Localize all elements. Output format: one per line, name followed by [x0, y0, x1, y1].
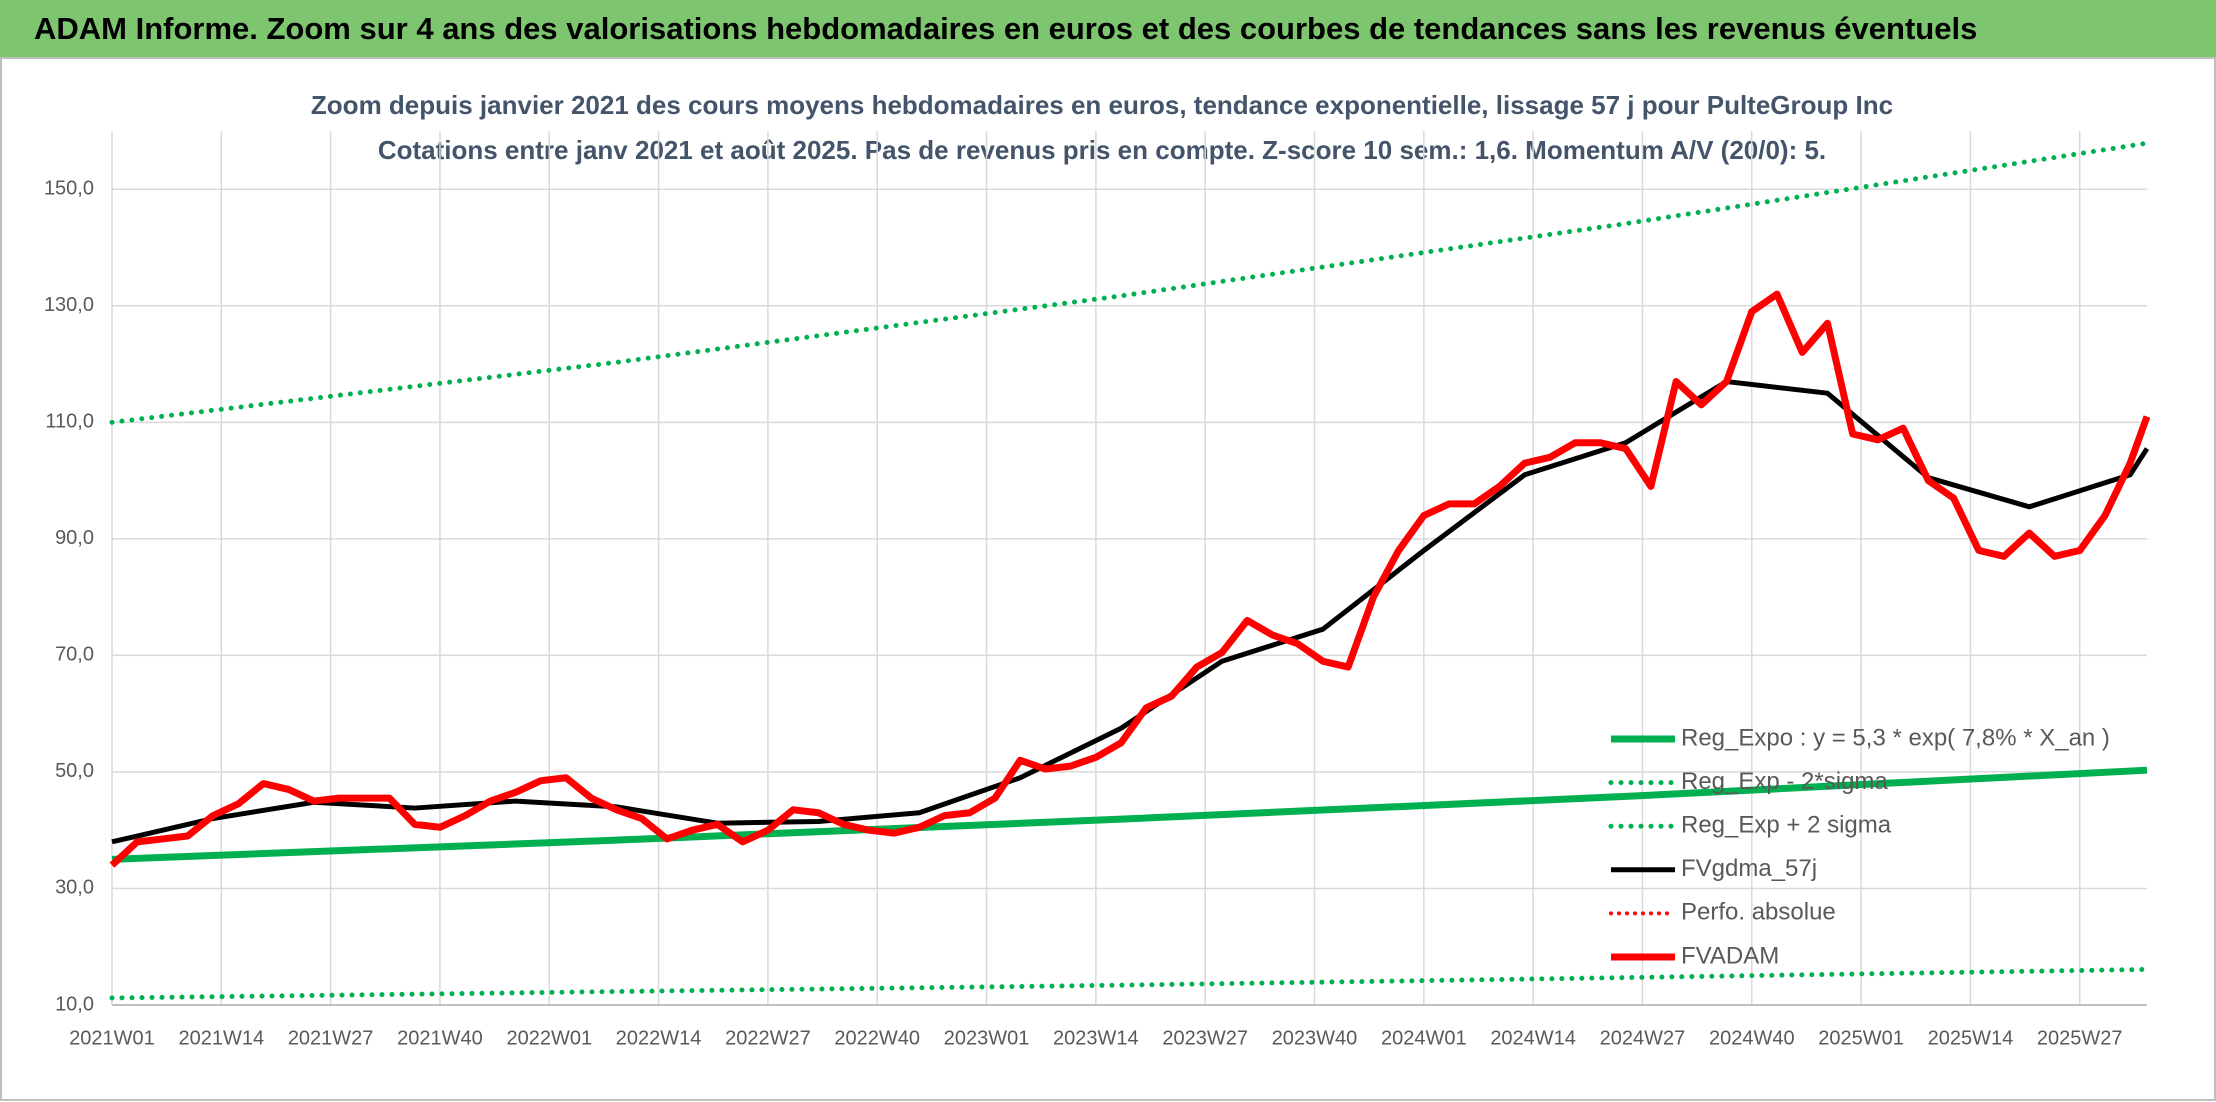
- y-tick-label: 50,0: [55, 760, 94, 782]
- header-bar: [0, 0, 2216, 58]
- series-line: [109, 966, 2150, 1001]
- y-tick-label: 30,0: [55, 877, 94, 899]
- legend-label: FVADAM: [1681, 942, 1779, 969]
- series-line: [111, 766, 2148, 863]
- x-tick-label: 2022W01: [506, 1027, 592, 1049]
- x-tick-label: 2021W01: [69, 1027, 155, 1049]
- x-tick-label: 2021W27: [288, 1027, 374, 1049]
- x-tick-label: 2021W14: [179, 1027, 265, 1049]
- x-tick-label: 2021W40: [397, 1027, 483, 1049]
- x-tick-label: 2024W14: [1490, 1027, 1576, 1049]
- y-tick-label: 130,0: [44, 294, 94, 316]
- x-tick-label: 2022W40: [834, 1027, 920, 1049]
- x-tick-label: 2025W27: [2037, 1027, 2123, 1049]
- chart-frame: [0, 57, 2216, 1101]
- legend-label: Reg_Expo : y = 5,3 * exp( 7,8% * X_an ): [1681, 724, 2110, 751]
- legend-label: Reg_Exp - 2*sigma: [1681, 768, 1888, 795]
- x-tick-label: 2022W27: [725, 1027, 811, 1049]
- legend-label: FVgdma_57j: [1681, 855, 1817, 882]
- x-tick-label: 2023W14: [1053, 1027, 1139, 1049]
- x-tick-label: 2025W01: [1818, 1027, 1904, 1049]
- x-tick-label: 2023W40: [1272, 1027, 1358, 1049]
- y-tick-label: 110,0: [45, 411, 94, 433]
- legend-label: Reg_Exp + 2 sigma: [1681, 812, 1892, 839]
- header-title: ADAM Informe. Zoom sur 4 ans des valoris…: [34, 11, 1977, 46]
- x-tick-label: 2024W01: [1381, 1027, 1467, 1049]
- x-tick-label: 2022W14: [616, 1027, 702, 1049]
- series-line: [109, 140, 2150, 425]
- y-tick-label: 150,0: [44, 178, 94, 200]
- y-tick-label: 10,0: [55, 993, 94, 1015]
- x-tick-label: 2024W27: [1600, 1027, 1686, 1049]
- x-tick-label: 2023W27: [1162, 1027, 1248, 1049]
- x-tick-label: 2024W40: [1709, 1027, 1795, 1049]
- y-tick-label: 90,0: [55, 527, 94, 549]
- series-line: [109, 290, 2151, 868]
- chart-subtitle: Cotations entre janv 2021 et août 2025. …: [378, 135, 1826, 165]
- y-tick-label: 70,0: [55, 644, 94, 666]
- x-tick-label: 2025W14: [1928, 1027, 2014, 1049]
- chart-title: Zoom depuis janvier 2021 des cours moyen…: [311, 90, 1893, 120]
- x-tick-label: 2023W01: [944, 1027, 1030, 1049]
- legend-label: Perfo. absolue: [1681, 899, 1836, 926]
